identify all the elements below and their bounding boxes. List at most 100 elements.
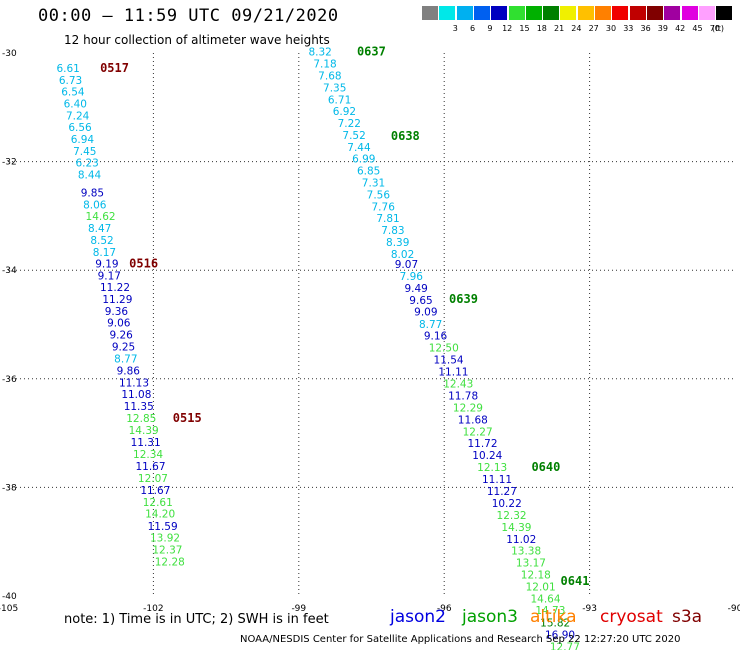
data-point-label: 12.32 xyxy=(497,510,527,522)
data-point-label: 14.62 xyxy=(86,211,116,223)
scale-label: 24 xyxy=(571,24,582,33)
data-point-label: 6.56 xyxy=(68,122,92,134)
x-tick-label: -105 xyxy=(0,604,18,614)
satellite-altika: altika xyxy=(530,607,577,627)
data-point-label: 7.76 xyxy=(372,201,396,213)
pass-time-label: 0517 xyxy=(100,61,129,75)
scale-swatch xyxy=(456,6,473,20)
data-point-label: 12.34 xyxy=(133,449,163,461)
scale-label: 21 xyxy=(554,24,565,33)
chart-title: 00:00 – 11:59 UTC 09/21/2020 xyxy=(38,6,339,26)
scale-label: 30 xyxy=(605,24,617,33)
data-point-label: 8.39 xyxy=(386,237,409,249)
data-point-label: 9.16 xyxy=(424,331,448,343)
data-point-label: 9.07 xyxy=(395,259,418,271)
data-point-label: 6.85 xyxy=(357,166,380,178)
data-point-label: 12.01 xyxy=(526,581,556,593)
data-point-label: 8.17 xyxy=(93,247,116,259)
data-point-label: 7.31 xyxy=(362,178,385,190)
scale-label: 39 xyxy=(657,24,668,33)
data-point-label: 7.18 xyxy=(313,59,336,71)
data-point-label: 12.18 xyxy=(521,570,551,582)
credit-line: NOAA/NESDIS Center for Satellite Applica… xyxy=(240,634,681,645)
data-point-label: 11.35 xyxy=(124,401,154,413)
data-point-label: 14.64 xyxy=(530,593,560,605)
data-point-label: 13.92 xyxy=(150,533,180,545)
data-point-label: 9.86 xyxy=(117,365,141,377)
scale-swatch xyxy=(491,6,508,20)
data-point-label: 6.71 xyxy=(328,94,351,106)
scale-label: 6 xyxy=(470,24,476,33)
scale-swatch xyxy=(629,6,646,20)
data-point-label: 12.37 xyxy=(152,545,182,557)
data-point-label: 12.43 xyxy=(443,378,473,390)
data-point-label: 11.67 xyxy=(135,461,165,473)
data-point-label: 6.40 xyxy=(64,99,87,111)
data-point-label: 12.29 xyxy=(453,402,483,414)
data-point-label: 8.06 xyxy=(83,199,107,211)
scale-label: 9 xyxy=(487,24,493,33)
chart-subtitle: 12 hour collection of altimeter wave hei… xyxy=(64,33,330,47)
pass-time-label: 0641 xyxy=(561,574,590,588)
data-point-label: 12.27 xyxy=(463,426,493,438)
scale-label: 33 xyxy=(623,24,634,33)
data-point-label: 8.02 xyxy=(391,249,414,261)
data-point-label: 12.50 xyxy=(429,343,459,355)
y-tick-label: -38 xyxy=(2,483,17,493)
data-point-label: 7.96 xyxy=(400,271,424,283)
data-point-label: 7.68 xyxy=(318,70,341,82)
data-point-label: 6.92 xyxy=(333,106,356,118)
data-point-label: 9.06 xyxy=(107,318,131,330)
y-tick-label: -40 xyxy=(2,592,17,602)
data-point-label: 13.38 xyxy=(511,546,541,558)
pass-time-label: 0638 xyxy=(391,129,420,143)
scale-label: 12 xyxy=(502,24,513,33)
data-point-label: 9.85 xyxy=(81,187,104,199)
data-point-label: 11.29 xyxy=(102,294,132,306)
data-point-label: 12.13 xyxy=(477,462,507,474)
data-point-label: 9.26 xyxy=(109,330,133,342)
satellite-cryosat: cryosat xyxy=(600,607,663,627)
data-point-label: 8.52 xyxy=(90,235,113,247)
data-point-label: 6.61 xyxy=(56,63,79,75)
x-tick-label: -96 xyxy=(437,604,452,614)
data-point-label: 14.39 xyxy=(129,425,159,437)
scale-swatch xyxy=(543,6,560,20)
data-point-label: 6.94 xyxy=(71,134,95,146)
y-tick-label: -34 xyxy=(2,266,17,276)
scale-swatch xyxy=(595,6,611,20)
scale-label: 18 xyxy=(536,24,547,33)
scale-label: 42 xyxy=(675,24,686,33)
scale-swatch xyxy=(577,6,594,20)
data-point-label: 11.68 xyxy=(458,414,488,426)
data-point-label: 6.73 xyxy=(59,75,82,87)
data-point-label: 11.54 xyxy=(434,355,464,367)
data-point-label: 7.24 xyxy=(66,110,90,122)
data-point-label: 11.67 xyxy=(140,485,170,497)
scale-label: 15 xyxy=(519,24,530,33)
data-point-label: 7.81 xyxy=(376,213,399,225)
data-point-label: 6.54 xyxy=(61,87,85,99)
scale-label: 36 xyxy=(640,24,651,33)
data-point-label: 13.17 xyxy=(516,558,546,570)
y-tick-label: -32 xyxy=(2,158,17,168)
data-point-label: 11.11 xyxy=(438,366,468,378)
data-point-label: 12.07 xyxy=(138,473,168,485)
data-point-label: 9.17 xyxy=(98,270,121,282)
data-point-label: 8.47 xyxy=(88,223,111,235)
pass-time-label: 0516 xyxy=(129,256,158,270)
data-point-label: 9.19 xyxy=(95,258,118,270)
data-point-label: 9.36 xyxy=(105,306,129,318)
scale-swatch xyxy=(681,6,698,20)
scale-swatch xyxy=(646,6,663,20)
data-point-label: 6.99 xyxy=(352,154,375,166)
data-point-label: 10.24 xyxy=(472,450,502,462)
data-point-label: 8.77 xyxy=(114,354,137,366)
data-point-label: 7.35 xyxy=(323,82,346,94)
scale-label: 70 xyxy=(709,24,720,33)
data-point-label: 14.73 xyxy=(535,605,565,617)
data-point-label: 7.45 xyxy=(73,146,96,158)
data-point-label: 11.13 xyxy=(119,377,149,389)
y-tick-label: -30 xyxy=(2,49,17,59)
